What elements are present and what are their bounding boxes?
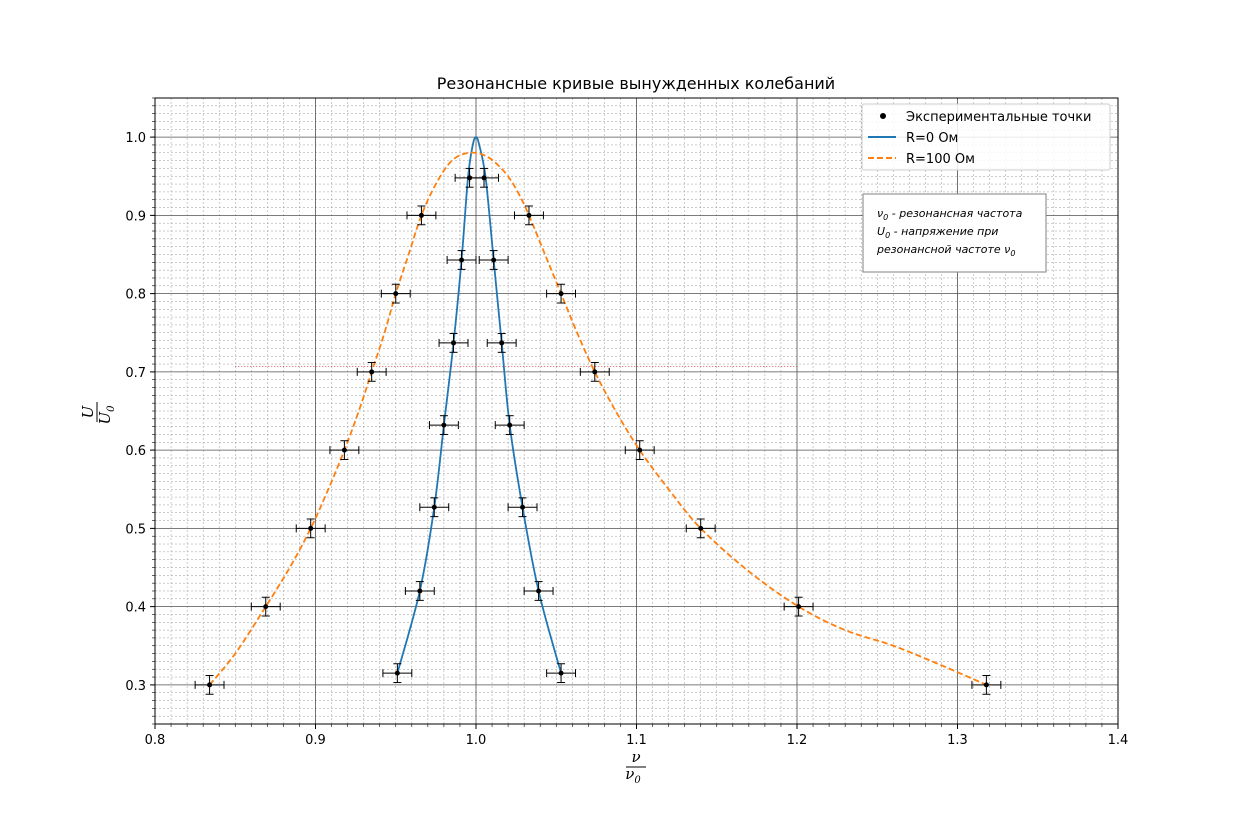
point-marker [796,604,802,610]
points-layer [194,167,1002,695]
data-point [406,205,437,226]
legend: Экспериментальные точки R=0 Ом R=100 Ом [861,103,1111,171]
point-marker [983,682,989,688]
data-point [428,415,459,435]
point-marker [441,422,447,428]
data-point [507,497,538,518]
point-marker [369,369,375,375]
chart-title: Резонансные кривые вынужденных колебаний [437,74,835,93]
x-tick-label: 0.8 [145,733,166,748]
point-marker [637,447,643,453]
data-point [295,518,326,539]
data-point [685,518,716,539]
x-tick-label: 1.2 [787,733,808,748]
x-tick-label: 1.1 [626,733,647,748]
data-point [404,581,435,601]
point-marker [418,212,424,218]
data-point [380,283,411,304]
legend-label-r0: R=0 Ом [906,131,958,146]
x-tick-label: 1.0 [466,733,487,748]
point-marker [507,422,513,428]
y-tick-label: 0.8 [125,288,146,303]
point-marker [520,504,526,510]
data-point [783,596,814,617]
y-tick-label: 0.9 [125,209,146,224]
point-marker [499,340,505,346]
data-point [546,283,577,304]
point-marker [393,291,399,297]
point-marker [308,525,314,531]
data-point [356,361,387,382]
point-marker [394,670,400,676]
data-point [469,167,499,188]
y-tick-label: 1.0 [125,131,146,146]
data-point [546,663,577,684]
curves-layer [208,136,987,686]
data-point [494,415,525,435]
data-point [478,250,509,270]
data-point [523,581,554,601]
data-point [419,497,450,518]
data-point [446,250,477,270]
x-tick-label: 0.9 [305,733,326,748]
curve-r0 [396,136,562,674]
annotation-line-2: U0 - напряжение при [877,225,998,240]
legend-label-r100: R=100 Ом [906,152,975,167]
y-tick-label: 0.5 [125,522,146,537]
point-marker [526,212,532,218]
data-point [329,440,360,461]
y-tick-label: 0.4 [125,601,146,616]
point-marker [698,525,704,531]
annotation-line-1: ν0 - резонансная частота [877,207,1023,222]
data-point [486,333,517,353]
annotation-box: ν0 - резонансная частота U0 - напряжение… [862,193,1047,273]
point-marker [491,257,497,263]
point-marker [459,257,465,263]
data-point [514,205,544,226]
ticks-layer: 0.8 0.9 1.0 1.1 1.2 1.3 1.4 0.3 0.4 0.5 0.6 0.7 0.8 0… [125,97,1129,748]
point-marker [536,588,542,594]
data-point [382,663,413,684]
x-axis-label: ν ν0 [625,748,646,786]
data-point [438,333,469,353]
point-marker [341,447,347,453]
y-tick-label: 0.6 [125,444,146,459]
point-marker [417,588,423,594]
point-marker [481,175,487,181]
y-label-numerator: U [79,404,97,418]
x-label-denominator: ν0 [625,765,641,786]
point-marker [558,670,564,676]
point-marker [451,340,457,346]
legend-label-points: Экспериментальные точки [906,110,1092,125]
point-marker [207,682,213,688]
x-tick-label: 1.4 [1108,733,1129,748]
y-tick-label: 0.3 [125,679,146,694]
point-marker [558,291,564,297]
curve-r100 [208,151,987,686]
y-label-denominator: U0 [96,405,117,425]
grid-layer [154,97,1119,725]
y-tick-label: 0.7 [125,366,146,381]
legend-marker-points [880,113,886,119]
x-label-numerator: ν [631,748,640,766]
data-point [971,674,1002,695]
data-point [250,596,281,617]
point-marker [431,504,437,510]
point-marker [263,604,269,610]
x-tick-label: 1.3 [947,733,968,748]
y-axis-label: U U0 [79,402,117,425]
annotation-line-3: резонансной частоте ν0 [876,243,1015,258]
data-point [194,674,225,695]
data-point [579,361,610,382]
point-marker [592,369,598,375]
data-point [624,440,655,461]
